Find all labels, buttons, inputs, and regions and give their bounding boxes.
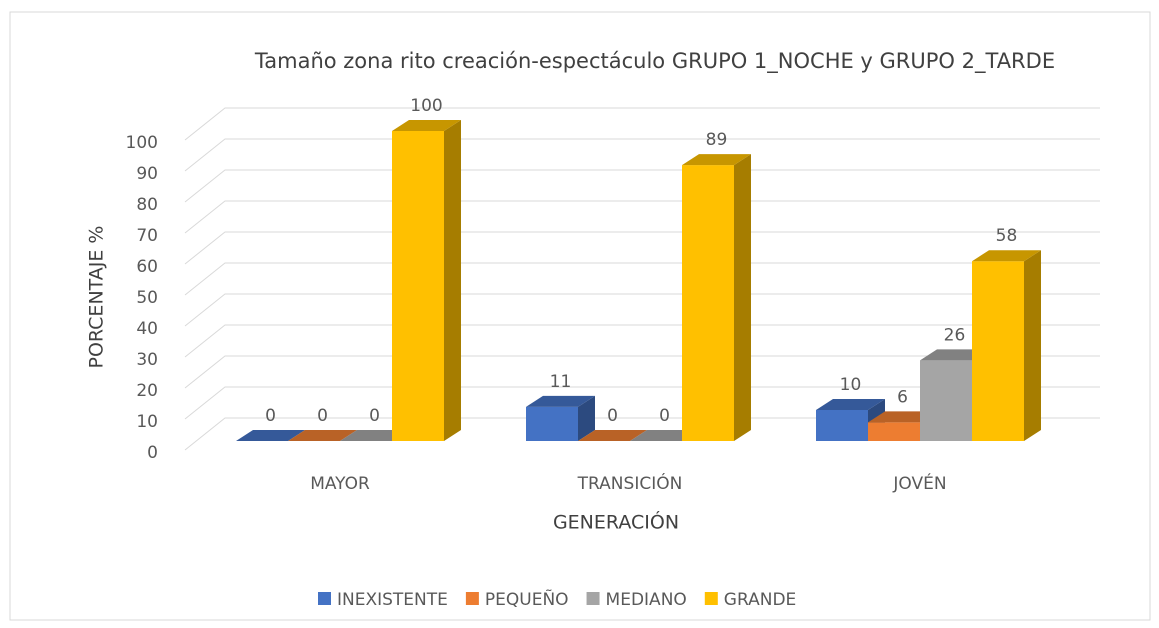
bar-side bbox=[1024, 250, 1041, 441]
y-tick-label: 70 bbox=[136, 226, 158, 246]
legend-swatch bbox=[704, 592, 718, 605]
bar-side bbox=[734, 154, 751, 441]
grid-line bbox=[184, 417, 1100, 451]
y-tick-label: 40 bbox=[136, 319, 158, 339]
y-tick-label: 10 bbox=[136, 412, 158, 432]
y-tick-label: 30 bbox=[136, 350, 158, 370]
y-tick-label: 50 bbox=[136, 288, 158, 308]
data-label: 0 bbox=[317, 406, 328, 426]
y-tick-label: 20 bbox=[136, 381, 158, 401]
data-label: 0 bbox=[369, 406, 380, 426]
data-label: 0 bbox=[265, 406, 276, 426]
grid-line bbox=[184, 138, 1100, 172]
bar-side bbox=[444, 120, 461, 441]
bar-top bbox=[868, 411, 937, 423]
y-tick-label: 80 bbox=[136, 195, 158, 215]
legend-label: PEQUEÑO bbox=[485, 588, 569, 610]
chart-border bbox=[9, 11, 1151, 621]
data-label: 58 bbox=[996, 226, 1018, 246]
x-tick-label: JOVÉN bbox=[892, 472, 946, 494]
y-tick-label: 0 bbox=[147, 443, 158, 463]
bar-side bbox=[578, 395, 595, 441]
data-label: 26 bbox=[944, 325, 966, 345]
x-axis-title: GENERACIÓN bbox=[553, 510, 679, 534]
legend-label: INEXISTENTE bbox=[337, 590, 448, 610]
x-tick-label: MAYOR bbox=[310, 474, 370, 494]
bar bbox=[526, 406, 578, 441]
bar bbox=[682, 165, 734, 441]
bar-top bbox=[288, 430, 357, 441]
bar-top bbox=[526, 395, 595, 407]
data-label: 100 bbox=[410, 96, 442, 116]
grid-line bbox=[184, 355, 1100, 389]
data-label: 11 bbox=[550, 372, 572, 392]
data-label: 0 bbox=[607, 406, 618, 426]
bar bbox=[392, 131, 444, 441]
grid-line bbox=[184, 324, 1100, 358]
data-label: 10 bbox=[840, 375, 862, 395]
grid-line bbox=[184, 169, 1100, 203]
grid-line bbox=[184, 386, 1100, 420]
bar-top bbox=[392, 120, 461, 131]
grid-line bbox=[184, 293, 1100, 327]
legend-label: MEDIANO bbox=[606, 590, 687, 610]
y-tick-label: 90 bbox=[136, 164, 158, 184]
bar bbox=[868, 422, 920, 441]
bar bbox=[972, 261, 1024, 441]
chart-title: Tamaño zona rito creación-espectáculo GR… bbox=[254, 49, 1055, 74]
bar bbox=[816, 410, 868, 441]
bar-top bbox=[682, 154, 751, 166]
bar-top bbox=[630, 430, 699, 441]
legend-label: GRANDE bbox=[724, 590, 796, 610]
bar-top bbox=[972, 250, 1041, 262]
bar-top bbox=[236, 430, 305, 441]
bar-top bbox=[816, 399, 885, 410]
bar-top bbox=[578, 430, 647, 441]
grid-line bbox=[184, 262, 1100, 296]
y-axis-title: PORCENTAJE % bbox=[86, 226, 108, 369]
y-tick-label: 60 bbox=[136, 257, 158, 277]
x-tick-label: TRANSICIÓN bbox=[577, 472, 683, 494]
bar-top bbox=[340, 430, 409, 441]
bar-top bbox=[920, 349, 989, 361]
bar bbox=[920, 360, 972, 441]
grid-line bbox=[184, 107, 1100, 141]
legend-swatch bbox=[465, 592, 479, 605]
data-label: 89 bbox=[706, 130, 728, 150]
legend-swatch bbox=[586, 592, 600, 605]
grid-line bbox=[184, 200, 1100, 234]
data-label: 6 bbox=[897, 387, 908, 407]
data-label: 0 bbox=[659, 406, 670, 426]
legend-swatch bbox=[318, 592, 331, 605]
grid-line bbox=[184, 231, 1100, 265]
y-tick-label: 100 bbox=[126, 133, 158, 153]
